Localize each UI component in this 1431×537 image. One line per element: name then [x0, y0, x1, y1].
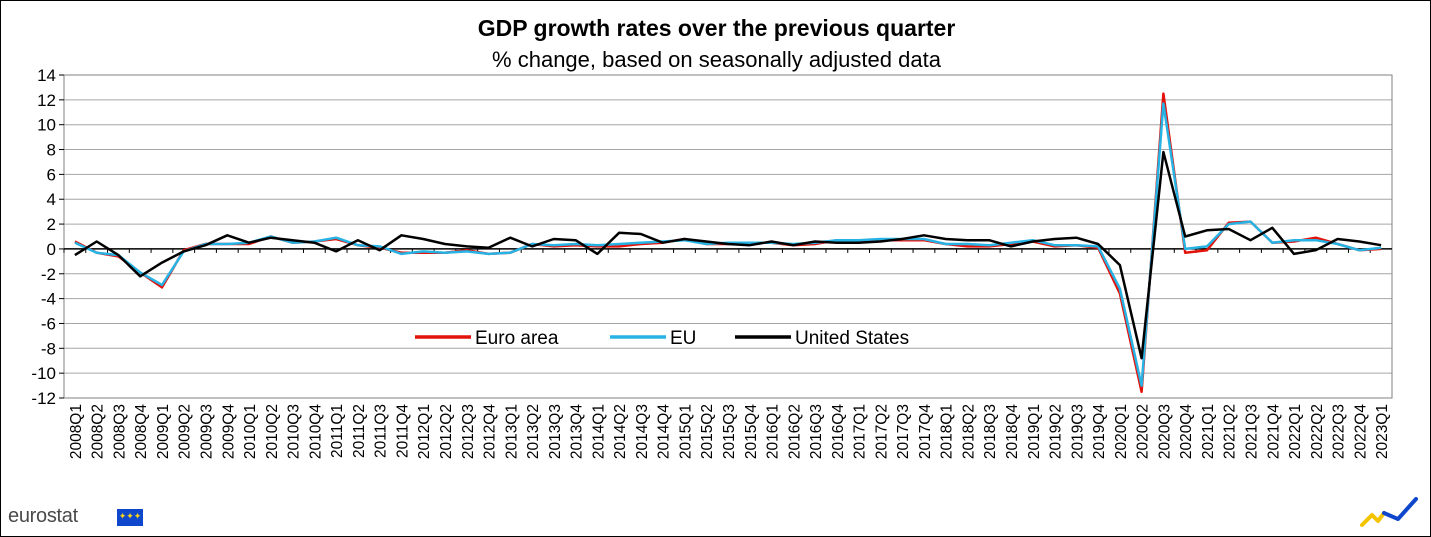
x-tick-label: 2015Q3 [721, 404, 738, 459]
y-tick-label: 14 [37, 66, 56, 85]
y-tick-label: -6 [41, 314, 56, 333]
x-tick-label: 2016Q2 [786, 404, 803, 459]
legend-label: United States [795, 328, 909, 349]
x-tick-label: 2017Q2 [873, 404, 890, 459]
eurostat-swoosh-icon [1360, 497, 1418, 527]
series-line-united-states [74, 150, 1382, 360]
y-tick-label: -10 [31, 364, 56, 383]
x-tick-label: 2008Q4 [133, 404, 150, 460]
eu-flag-icon: ✦✦✦ [117, 509, 143, 526]
x-tick-label: 2019Q3 [1069, 404, 1086, 459]
x-tick-label: 2023Q1 [1374, 404, 1391, 459]
x-tick-label: 2011Q4 [394, 404, 411, 458]
x-tick-label: 2021Q1 [1200, 404, 1217, 459]
x-tick-label: 2008Q2 [90, 404, 107, 459]
legend-label: Euro area [475, 328, 559, 349]
x-tick-label: 2018Q3 [982, 404, 999, 459]
series-lines [74, 92, 1382, 394]
x-tick-label: 2020Q3 [1156, 404, 1173, 459]
x-tick-label: 2012Q4 [482, 404, 499, 460]
x-tick-label: 2009Q2 [177, 404, 194, 459]
x-tick-label: 2015Q4 [743, 404, 760, 460]
y-tick-label: 0 [47, 240, 56, 259]
x-tick-label: 2021Q2 [1222, 404, 1239, 459]
x-tick-label: 2021Q4 [1265, 404, 1282, 460]
x-tick-label: 2012Q3 [460, 404, 477, 459]
y-tick-label: 4 [47, 190, 56, 209]
x-tick-label: 2009Q4 [220, 404, 237, 460]
y-tick-label: -8 [41, 339, 56, 358]
x-tick-label: 2016Q4 [830, 404, 847, 460]
x-tick-label: 2017Q3 [895, 404, 912, 459]
grid-lines [64, 99, 1392, 374]
x-tick-label: 2015Q1 [677, 404, 694, 459]
x-tick-label: 2010Q1 [242, 404, 259, 459]
x-tick-label: 2009Q1 [155, 404, 172, 459]
axes [59, 74, 1393, 399]
x-tick-label: 2013Q4 [569, 404, 586, 460]
x-tick-label: 2022Q2 [1309, 404, 1326, 459]
x-tick-label: 2013Q1 [503, 404, 520, 459]
x-tick-label: 2019Q1 [1026, 404, 1043, 459]
chart-title: GDP growth rates over the previous quart… [477, 15, 956, 41]
chart-subtitle: % change, based on seasonally adjusted d… [492, 47, 941, 72]
y-tick-label: 2 [47, 215, 56, 234]
x-tick-label: 2018Q1 [939, 404, 956, 459]
x-tick-label: 2018Q2 [960, 404, 977, 459]
x-tick-label: 2009Q3 [199, 404, 216, 459]
x-tick-label: 2010Q3 [286, 404, 303, 459]
x-tick-label: 2020Q1 [1113, 404, 1130, 459]
y-tick-label: -4 [41, 290, 56, 309]
x-tick-label: 2016Q3 [808, 404, 825, 459]
y-tick-label: 8 [47, 141, 56, 160]
x-tick-label: 2018Q4 [1004, 404, 1021, 460]
x-tick-label: 2014Q3 [634, 404, 651, 459]
x-tick-label: 2008Q3 [111, 404, 128, 459]
x-tick-label: 2016Q1 [765, 404, 782, 459]
series-line-eu [74, 102, 1382, 387]
x-tick-label: 2010Q4 [307, 404, 324, 460]
x-tick-label: 2013Q3 [547, 404, 564, 459]
plot-area [63, 74, 1393, 399]
x-tick-label: 2012Q1 [416, 404, 433, 459]
x-tick-label: 2014Q4 [656, 404, 673, 460]
x-tick-label: 2011Q3 [373, 404, 390, 458]
y-tick-label: -2 [41, 265, 56, 284]
y-tick-label: 10 [37, 116, 56, 135]
x-tick-label: 2013Q2 [525, 404, 542, 459]
x-tick-label: 2012Q2 [438, 404, 455, 459]
legend: Euro area EU United States [415, 328, 909, 349]
x-tick-label: 2017Q1 [852, 404, 869, 459]
legend-label: EU [670, 328, 696, 349]
x-tick-label: 2008Q1 [68, 404, 85, 459]
x-tick-label: 2020Q2 [1135, 404, 1152, 459]
x-tick-labels: 2008Q1 2008Q2 2008Q3 2008Q4 2009Q1 2009Q2 2009… [68, 404, 1391, 460]
eurostat-logo-text: eurostat [8, 505, 78, 527]
x-tick-label: 2022Q1 [1287, 404, 1304, 459]
x-tick-label: 2011Q2 [351, 404, 368, 458]
y-tick-label: 12 [37, 91, 56, 110]
x-tick-label: 2019Q2 [1048, 404, 1065, 459]
x-tick-label: 2014Q2 [612, 404, 629, 459]
y-tick-label: -12 [31, 389, 56, 408]
x-tick-label: 2010Q2 [264, 404, 281, 459]
y-tick-label: 6 [47, 165, 56, 184]
x-tick-label: 2015Q2 [699, 404, 716, 459]
x-tick-label: 2014Q1 [590, 404, 607, 459]
x-tick-label: 2020Q4 [1178, 404, 1195, 460]
eu-flag-stars: ✦✦✦ [118, 512, 142, 522]
x-tick-label: 2021Q3 [1243, 404, 1260, 459]
x-tick-label: 2019Q4 [1091, 404, 1108, 460]
x-tick-label: 2022Q3 [1331, 404, 1348, 459]
y-tick-labels: 14 12 10 8 6 4 2 0 -2 -4 -6 -8 -10 -12 [31, 66, 56, 408]
x-tick-label: 2011Q1 [329, 404, 346, 458]
x-tick-label: 2022Q4 [1352, 404, 1369, 460]
x-tick-label: 2017Q4 [917, 404, 934, 460]
